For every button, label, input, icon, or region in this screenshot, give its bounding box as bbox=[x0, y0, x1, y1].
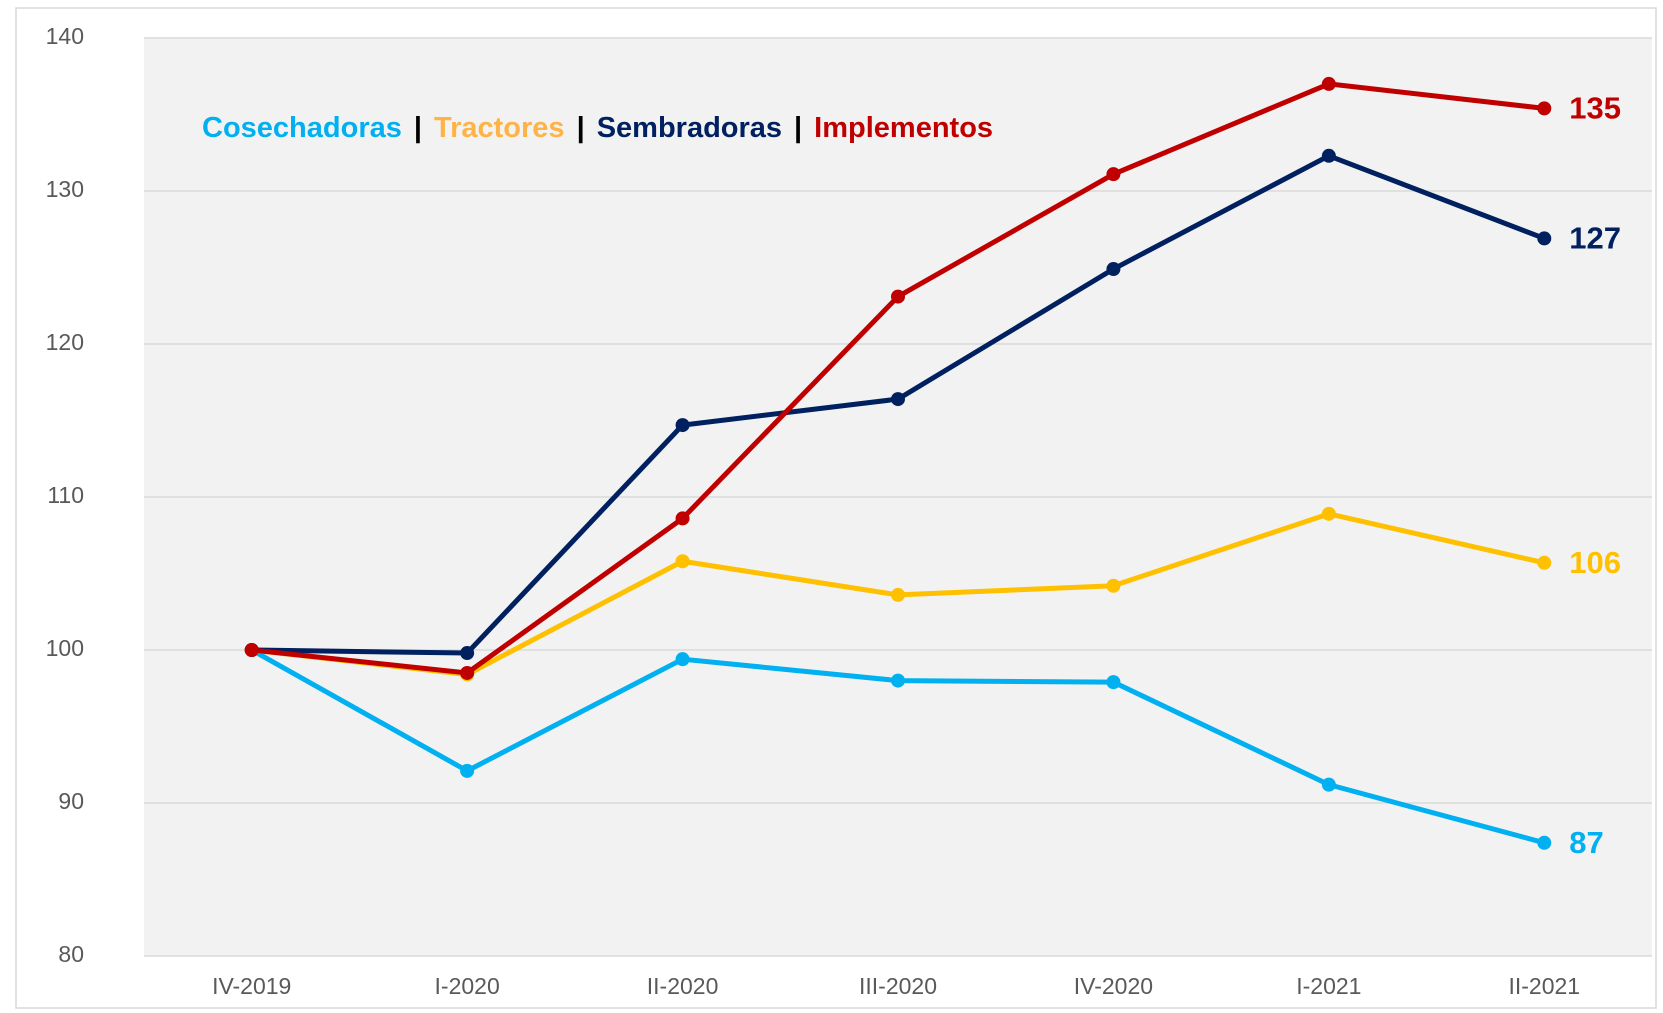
data-point bbox=[1106, 262, 1121, 277]
legend-separator: | bbox=[794, 112, 802, 144]
y-tick-label: 80 bbox=[58, 941, 84, 967]
y-tick-label: 120 bbox=[46, 329, 84, 355]
x-tick-label: III-2020 bbox=[859, 973, 937, 999]
legend-separator: | bbox=[414, 112, 422, 144]
data-label: 135 bbox=[1569, 91, 1621, 126]
data-point bbox=[675, 652, 690, 667]
data-point bbox=[460, 646, 475, 661]
data-point bbox=[675, 554, 690, 569]
data-point bbox=[1321, 148, 1336, 163]
data-point bbox=[675, 418, 690, 433]
data-point bbox=[891, 587, 905, 602]
y-tick-label: 140 bbox=[46, 23, 84, 49]
legend-separator: | bbox=[577, 112, 585, 144]
data-point bbox=[891, 673, 905, 688]
data-label: 87 bbox=[1569, 825, 1603, 860]
data-point bbox=[1321, 506, 1336, 521]
data-point bbox=[460, 763, 475, 778]
data-point bbox=[1321, 76, 1336, 91]
data-point bbox=[1106, 167, 1121, 182]
x-tick-label: I-2020 bbox=[435, 973, 500, 999]
data-point bbox=[891, 392, 905, 407]
x-tick-label: IV-2020 bbox=[1074, 973, 1153, 999]
y-tick-label: 130 bbox=[46, 176, 84, 202]
data-point bbox=[1537, 101, 1552, 116]
data-point bbox=[1106, 578, 1121, 593]
y-tick-label: 90 bbox=[58, 788, 84, 814]
x-tick-label: I-2021 bbox=[1296, 973, 1361, 999]
data-label: 106 bbox=[1569, 545, 1621, 580]
data-point bbox=[1537, 555, 1552, 570]
data-point bbox=[1537, 231, 1552, 246]
data-point bbox=[1321, 777, 1336, 792]
legend-entry: Implementos bbox=[814, 112, 993, 144]
x-tick-label: IV-2019 bbox=[212, 973, 291, 999]
legend: Cosechadoras | Tractores | Sembradoras | Imple… bbox=[202, 112, 993, 144]
legend-entry: Tractores bbox=[434, 112, 565, 144]
data-label: 127 bbox=[1569, 221, 1621, 256]
data-point bbox=[891, 289, 905, 304]
x-tick-label: II-2021 bbox=[1508, 973, 1580, 999]
data-point bbox=[460, 665, 475, 680]
legend-entry: Cosechadoras bbox=[202, 112, 402, 144]
legend-entry: Sembradoras bbox=[597, 112, 782, 144]
x-tick-label: II-2020 bbox=[647, 973, 719, 999]
y-tick-label: 110 bbox=[47, 482, 84, 508]
data-point bbox=[675, 511, 690, 526]
data-point bbox=[244, 643, 259, 657]
y-tick-label: 100 bbox=[46, 635, 84, 661]
data-point bbox=[1537, 835, 1552, 850]
data-point bbox=[1106, 675, 1121, 690]
